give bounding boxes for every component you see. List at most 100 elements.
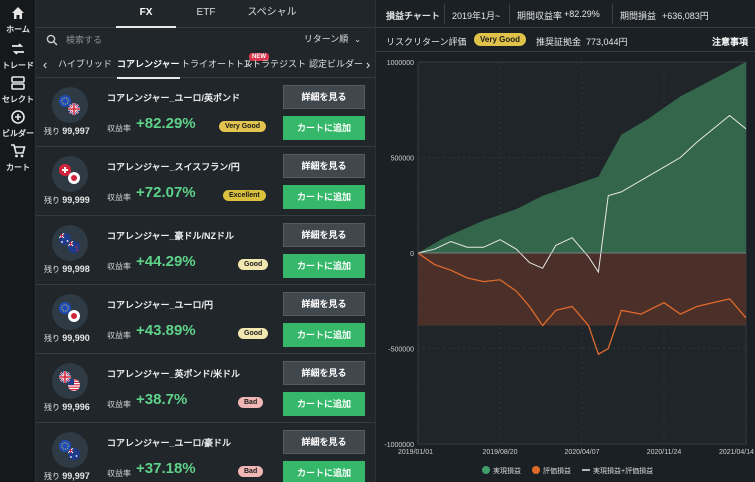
list-icon bbox=[0, 75, 36, 95]
view-details-button[interactable]: 詳細を見る bbox=[283, 85, 365, 109]
rating-badge: Very Good bbox=[219, 121, 267, 132]
nav-select[interactable]: セレクト bbox=[0, 72, 36, 106]
legend-swatch bbox=[532, 466, 540, 474]
sort-dropdown[interactable]: リターン順 ⌄ bbox=[304, 32, 361, 45]
view-details-button[interactable]: 詳細を見る bbox=[283, 223, 365, 247]
remaining-prefix: 残り bbox=[44, 334, 60, 343]
return-label: 収益率 bbox=[107, 124, 131, 133]
return-value: +82.29% bbox=[136, 115, 196, 132]
tab-triauto[interactable]: トライオートトレ bbox=[181, 59, 254, 69]
strategy-title[interactable]: コアレンジャー_スイスフラン/円 bbox=[107, 162, 240, 172]
add-to-cart-button[interactable]: カートに追加 bbox=[283, 461, 365, 482]
rating-badge: Excellent bbox=[223, 190, 266, 201]
nav-home-label: ホーム bbox=[6, 25, 30, 34]
nav-builder[interactable]: ビルダー bbox=[0, 106, 36, 140]
chart-header: 損益チャート 2019年1月~ 期間収益率 +82.29% 期間損益 +636,… bbox=[376, 0, 755, 28]
remaining-value: 99,996 bbox=[62, 402, 90, 412]
strategy-title[interactable]: コアレンジャー_ユーロ/円 bbox=[107, 300, 214, 310]
period-pnl-value: +636,083円 bbox=[662, 11, 709, 21]
view-details-button[interactable]: 詳細を見る bbox=[283, 430, 365, 454]
strategy-title[interactable]: コアレンジャー_ユーロ/英ポンド bbox=[107, 93, 241, 103]
risk-return-badge: Very Good bbox=[474, 33, 527, 46]
strategy-card[interactable]: 残り 99,990 コアレンジャー_ユーロ/円 収益率 +43.89% Good 詳細を見… bbox=[36, 286, 375, 354]
period-return-value: +82.29% bbox=[564, 9, 600, 19]
y-tick-label: 500000 bbox=[391, 156, 414, 163]
currency-pair-flag-icon bbox=[52, 225, 88, 261]
y-tick-label: -500000 bbox=[388, 347, 414, 354]
category-tabs: ‹ ハイブリッド コアレンジャー トライオートトレ NEW ストラテジスト 認定… bbox=[36, 52, 375, 79]
remaining-prefix: 残り bbox=[44, 265, 60, 274]
tab-special[interactable]: スペシャル bbox=[247, 7, 297, 18]
view-details-button[interactable]: 詳細を見る bbox=[283, 154, 365, 178]
tab-fx[interactable]: FX bbox=[116, 0, 176, 28]
add-to-cart-button[interactable]: カートに追加 bbox=[283, 254, 365, 278]
remaining-count: 残り 99,996 bbox=[44, 402, 90, 413]
remaining-prefix: 残り bbox=[44, 403, 60, 412]
nav-cart-label: カート bbox=[6, 163, 30, 172]
rating-badge: Good bbox=[238, 328, 269, 339]
sort-label: リターン順 bbox=[303, 34, 349, 44]
strategy-card[interactable]: 残り 99,997 コアレンジャー_ユーロ/豪ドル 収益率 +37.18% Bad 詳細を… bbox=[36, 424, 375, 482]
remaining-count: 残り 99,997 bbox=[44, 471, 90, 482]
return-label: 収益率 bbox=[107, 331, 131, 340]
rating-badge: Bad bbox=[238, 466, 264, 477]
strategy-card[interactable]: 残り 99,998 コアレンジャー_豪ドル/NZドル 収益率 +44.29% Good 詳… bbox=[36, 217, 375, 285]
legend-label: 実現損益+評価損益 bbox=[593, 466, 653, 475]
x-tick-label: 2019/08/20 bbox=[482, 449, 517, 456]
tab-core-ranger[interactable]: コアレンジャー bbox=[117, 52, 180, 79]
remaining-prefix: 残り bbox=[44, 127, 60, 136]
remaining-value: 99,999 bbox=[62, 195, 90, 205]
return-value: +43.89% bbox=[136, 322, 196, 339]
add-to-cart-button[interactable]: カートに追加 bbox=[283, 323, 365, 347]
pnl-chart: 1000000 500000 0 -500000 -1000000 2019/01/01 2… bbox=[376, 52, 755, 482]
nav-trade[interactable]: トレード bbox=[0, 38, 36, 72]
view-details-button[interactable]: 詳細を見る bbox=[283, 361, 365, 385]
legend-swatch bbox=[482, 466, 490, 474]
return-value: +38.7% bbox=[136, 391, 188, 408]
tab-hybrid[interactable]: ハイブリッド bbox=[58, 59, 112, 69]
market-tabs: FX ETF スペシャル bbox=[36, 0, 375, 28]
strategy-card[interactable]: 残り 99,999 コアレンジャー_スイスフラン/円 収益率 +72.07% Excel… bbox=[36, 148, 375, 216]
new-badge: NEW bbox=[249, 53, 269, 61]
search-input[interactable] bbox=[66, 32, 236, 48]
rating-badge: Good bbox=[238, 259, 269, 270]
remaining-prefix: 残り bbox=[44, 196, 60, 205]
period-return-label: 期間収益率 bbox=[517, 11, 563, 21]
return-label: 収益率 bbox=[107, 262, 131, 271]
view-details-button[interactable]: 詳細を見る bbox=[283, 292, 365, 316]
remaining-value: 99,998 bbox=[62, 264, 90, 274]
return-label: 収益率 bbox=[107, 400, 131, 409]
y-tick-label: 0 bbox=[410, 251, 414, 258]
chevron-right-icon[interactable]: › bbox=[365, 57, 371, 72]
chart-period[interactable]: 2019年1月~ bbox=[452, 11, 501, 21]
strategy-list: 残り 99,997 コアレンジャー_ユーロ/英ポンド 収益率 +82.29% Very … bbox=[36, 79, 375, 482]
tab-certified-builder[interactable]: 認定ビルダー bbox=[309, 59, 364, 69]
legend-label: 実現損益 bbox=[493, 466, 521, 475]
series-line-total bbox=[417, 114, 747, 274]
notice-link[interactable]: 注意事項 bbox=[711, 37, 748, 47]
strategy-card[interactable]: 残り 99,997 コアレンジャー_ユーロ/英ポンド 収益率 +82.29% Very … bbox=[36, 79, 375, 147]
add-to-cart-button[interactable]: カートに追加 bbox=[283, 392, 365, 416]
strategy-title[interactable]: コアレンジャー_ユーロ/豪ドル bbox=[107, 438, 232, 448]
recommended-margin-value: 773,044円 bbox=[586, 37, 628, 47]
pnl-chart-panel: 損益チャート 2019年1月~ 期間収益率 +82.29% 期間損益 +636,… bbox=[375, 0, 755, 482]
tab-strategist[interactable]: ストラテジスト bbox=[243, 59, 307, 69]
currency-pair-flag-icon bbox=[52, 294, 88, 330]
add-to-cart-button[interactable]: カートに追加 bbox=[283, 185, 365, 209]
strategy-title[interactable]: コアレンジャー_豪ドル/NZドル bbox=[107, 231, 235, 241]
add-to-cart-button[interactable]: カートに追加 bbox=[283, 116, 365, 140]
chevron-left-icon[interactable]: ‹ bbox=[42, 57, 48, 72]
tab-etf[interactable]: ETF bbox=[196, 7, 216, 18]
nav-home[interactable]: ホーム bbox=[0, 2, 36, 36]
plus-circle-icon bbox=[0, 109, 36, 129]
chart-subheader: リスクリターン評価 Very Good 推奨証拠金 773,044円 注意事項 bbox=[376, 28, 755, 52]
strategy-card[interactable]: 残り 99,996 コアレンジャー_英ポンド/米ドル 収益率 +38.7% Bad 詳細を… bbox=[36, 355, 375, 423]
strategy-title[interactable]: コアレンジャー_英ポンド/米ドル bbox=[107, 369, 241, 379]
search-icon[interactable] bbox=[46, 34, 58, 46]
nav-cart[interactable]: カート bbox=[0, 140, 36, 174]
remaining-count: 残り 99,999 bbox=[44, 195, 90, 206]
remaining-count: 残り 99,998 bbox=[44, 264, 90, 275]
currency-pair-flag-icon bbox=[52, 87, 88, 123]
series-line-unrealized bbox=[417, 252, 747, 356]
